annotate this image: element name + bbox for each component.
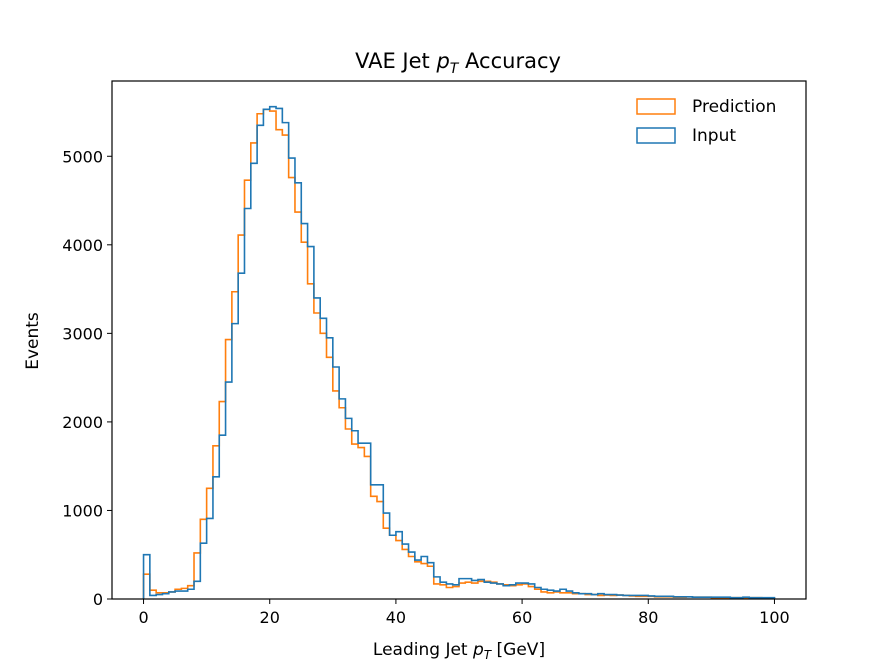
series-input-step-line xyxy=(142,105,776,599)
x-tick-label: 60 xyxy=(512,608,532,627)
x-tick-label: 0 xyxy=(138,608,148,627)
y-axis-label: Events xyxy=(23,312,43,370)
x-tick-label: 80 xyxy=(638,608,658,627)
plot-area xyxy=(142,105,776,599)
legend-label-prediction: Prediction xyxy=(692,97,776,117)
axes-frame xyxy=(111,80,807,600)
x-axis: 0 20 40 60 80 100 xyxy=(138,599,790,627)
x-tick-label: 100 xyxy=(759,608,790,627)
y-tick-label: 0 xyxy=(93,590,103,609)
x-axis-label: Leading Jet pT [GeV] xyxy=(373,640,545,662)
chart-title: VAE Jet pT Accuracy xyxy=(355,49,561,77)
y-tick-label: 2000 xyxy=(62,413,103,432)
legend-swatch-input xyxy=(636,127,676,144)
x-tick-label: 40 xyxy=(386,608,406,627)
legend-swatch-prediction xyxy=(636,98,676,115)
y-tick-label: 4000 xyxy=(62,236,103,255)
y-axis: 0 1000 2000 3000 4000 5000 xyxy=(62,147,112,609)
x-tick-label: 20 xyxy=(260,608,280,627)
series-layer xyxy=(142,105,776,599)
legend: Prediction Input xyxy=(636,97,776,146)
y-tick-label: 3000 xyxy=(62,324,103,343)
y-tick-label: 5000 xyxy=(62,147,103,166)
legend-label-input: Input xyxy=(692,126,736,146)
y-tick-label: 1000 xyxy=(62,501,103,520)
